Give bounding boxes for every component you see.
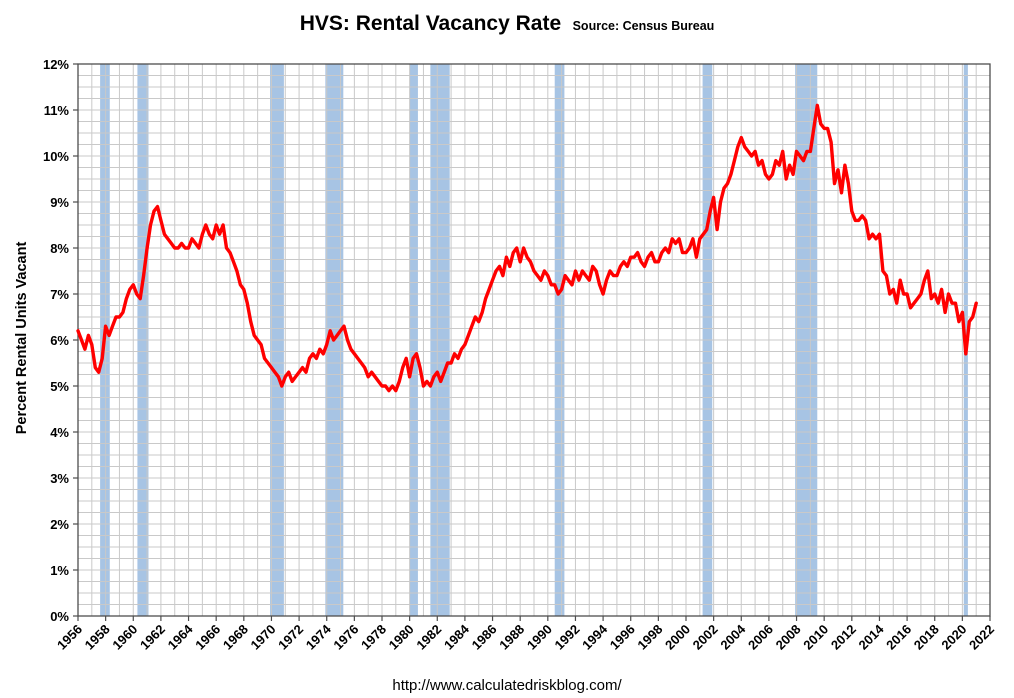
x-tick-label: 1986 [469, 622, 500, 653]
x-tick-label: 2000 [662, 622, 693, 653]
y-tick-label: 10% [43, 149, 69, 164]
y-tick-label: 7% [50, 287, 69, 302]
x-tick-label: 1976 [330, 622, 361, 653]
y-tick-label: 1% [50, 563, 69, 578]
x-tick-label: 1994 [579, 621, 611, 653]
x-tick-label: 2016 [883, 622, 914, 653]
x-tick-label: 1966 [192, 622, 223, 653]
x-tick-label: 2012 [828, 622, 859, 653]
x-tick-label: 1980 [386, 622, 417, 653]
y-tick-label: 9% [50, 195, 69, 210]
x-tick-label: 1982 [413, 622, 444, 653]
chart-subtitle: Source: Census Bureau [572, 19, 715, 33]
y-tick-label: 6% [50, 333, 69, 348]
x-tick-label: 1992 [552, 622, 583, 653]
x-tick-label: 2006 [745, 622, 776, 653]
x-tick-label: 1962 [137, 622, 168, 653]
x-tick-label: 2002 [690, 622, 721, 653]
x-tick-label: 1964 [165, 621, 197, 653]
source-url: http://www.calculatedriskblog.com/ [392, 677, 622, 694]
x-tick-label: 1956 [54, 622, 85, 653]
y-tick-label: 5% [50, 379, 69, 394]
x-tick-label: 1984 [441, 621, 473, 653]
x-tick-label: 2010 [800, 622, 831, 653]
x-tick-label: 1960 [109, 622, 140, 653]
x-tick-label: 1974 [303, 621, 335, 653]
x-tick-label: 1958 [82, 622, 113, 653]
y-tick-label: 2% [50, 517, 69, 532]
vacancy-rate-series-line [76, 103, 978, 393]
x-tick-label: 1998 [634, 622, 665, 653]
y-tick-label: 12% [43, 57, 69, 72]
x-tick-label: 1972 [275, 622, 306, 653]
x-tick-label: 2018 [911, 622, 942, 653]
y-tick-label: 11% [44, 103, 70, 118]
x-tick-label: 1990 [524, 622, 555, 653]
x-tick-label: 2008 [773, 622, 804, 653]
y-tick-label: 4% [50, 425, 69, 440]
x-tick-label: 2020 [938, 622, 969, 653]
x-tick-label: 1978 [358, 622, 389, 653]
x-tick-label: 2014 [856, 621, 888, 653]
x-tick-label: 1970 [248, 622, 279, 653]
x-tick-label: 2022 [966, 622, 997, 653]
x-tick-label: 1996 [607, 622, 638, 653]
y-tick-label: 8% [50, 241, 69, 256]
y-tick-label: 3% [50, 471, 69, 486]
chart-title-row: HVS: Rental Vacancy Rate Source: Census … [0, 12, 1014, 36]
chart-title: HVS: Rental Vacancy Rate [299, 12, 562, 35]
x-tick-label: 1968 [220, 622, 251, 653]
x-tick-label: 2004 [717, 621, 749, 653]
x-tick-label: 1988 [496, 622, 527, 653]
y-tick-label: 0% [50, 609, 69, 624]
